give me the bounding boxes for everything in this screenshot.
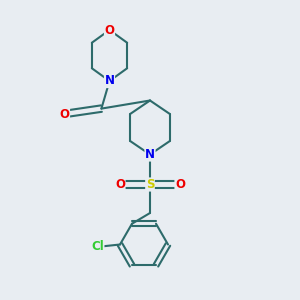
Text: Cl: Cl xyxy=(91,240,104,254)
Text: N: N xyxy=(104,74,115,88)
Text: O: O xyxy=(175,178,185,191)
Text: S: S xyxy=(146,178,154,191)
Text: N: N xyxy=(145,148,155,161)
Text: O: O xyxy=(59,107,70,121)
Text: O: O xyxy=(115,178,125,191)
Text: O: O xyxy=(104,23,115,37)
